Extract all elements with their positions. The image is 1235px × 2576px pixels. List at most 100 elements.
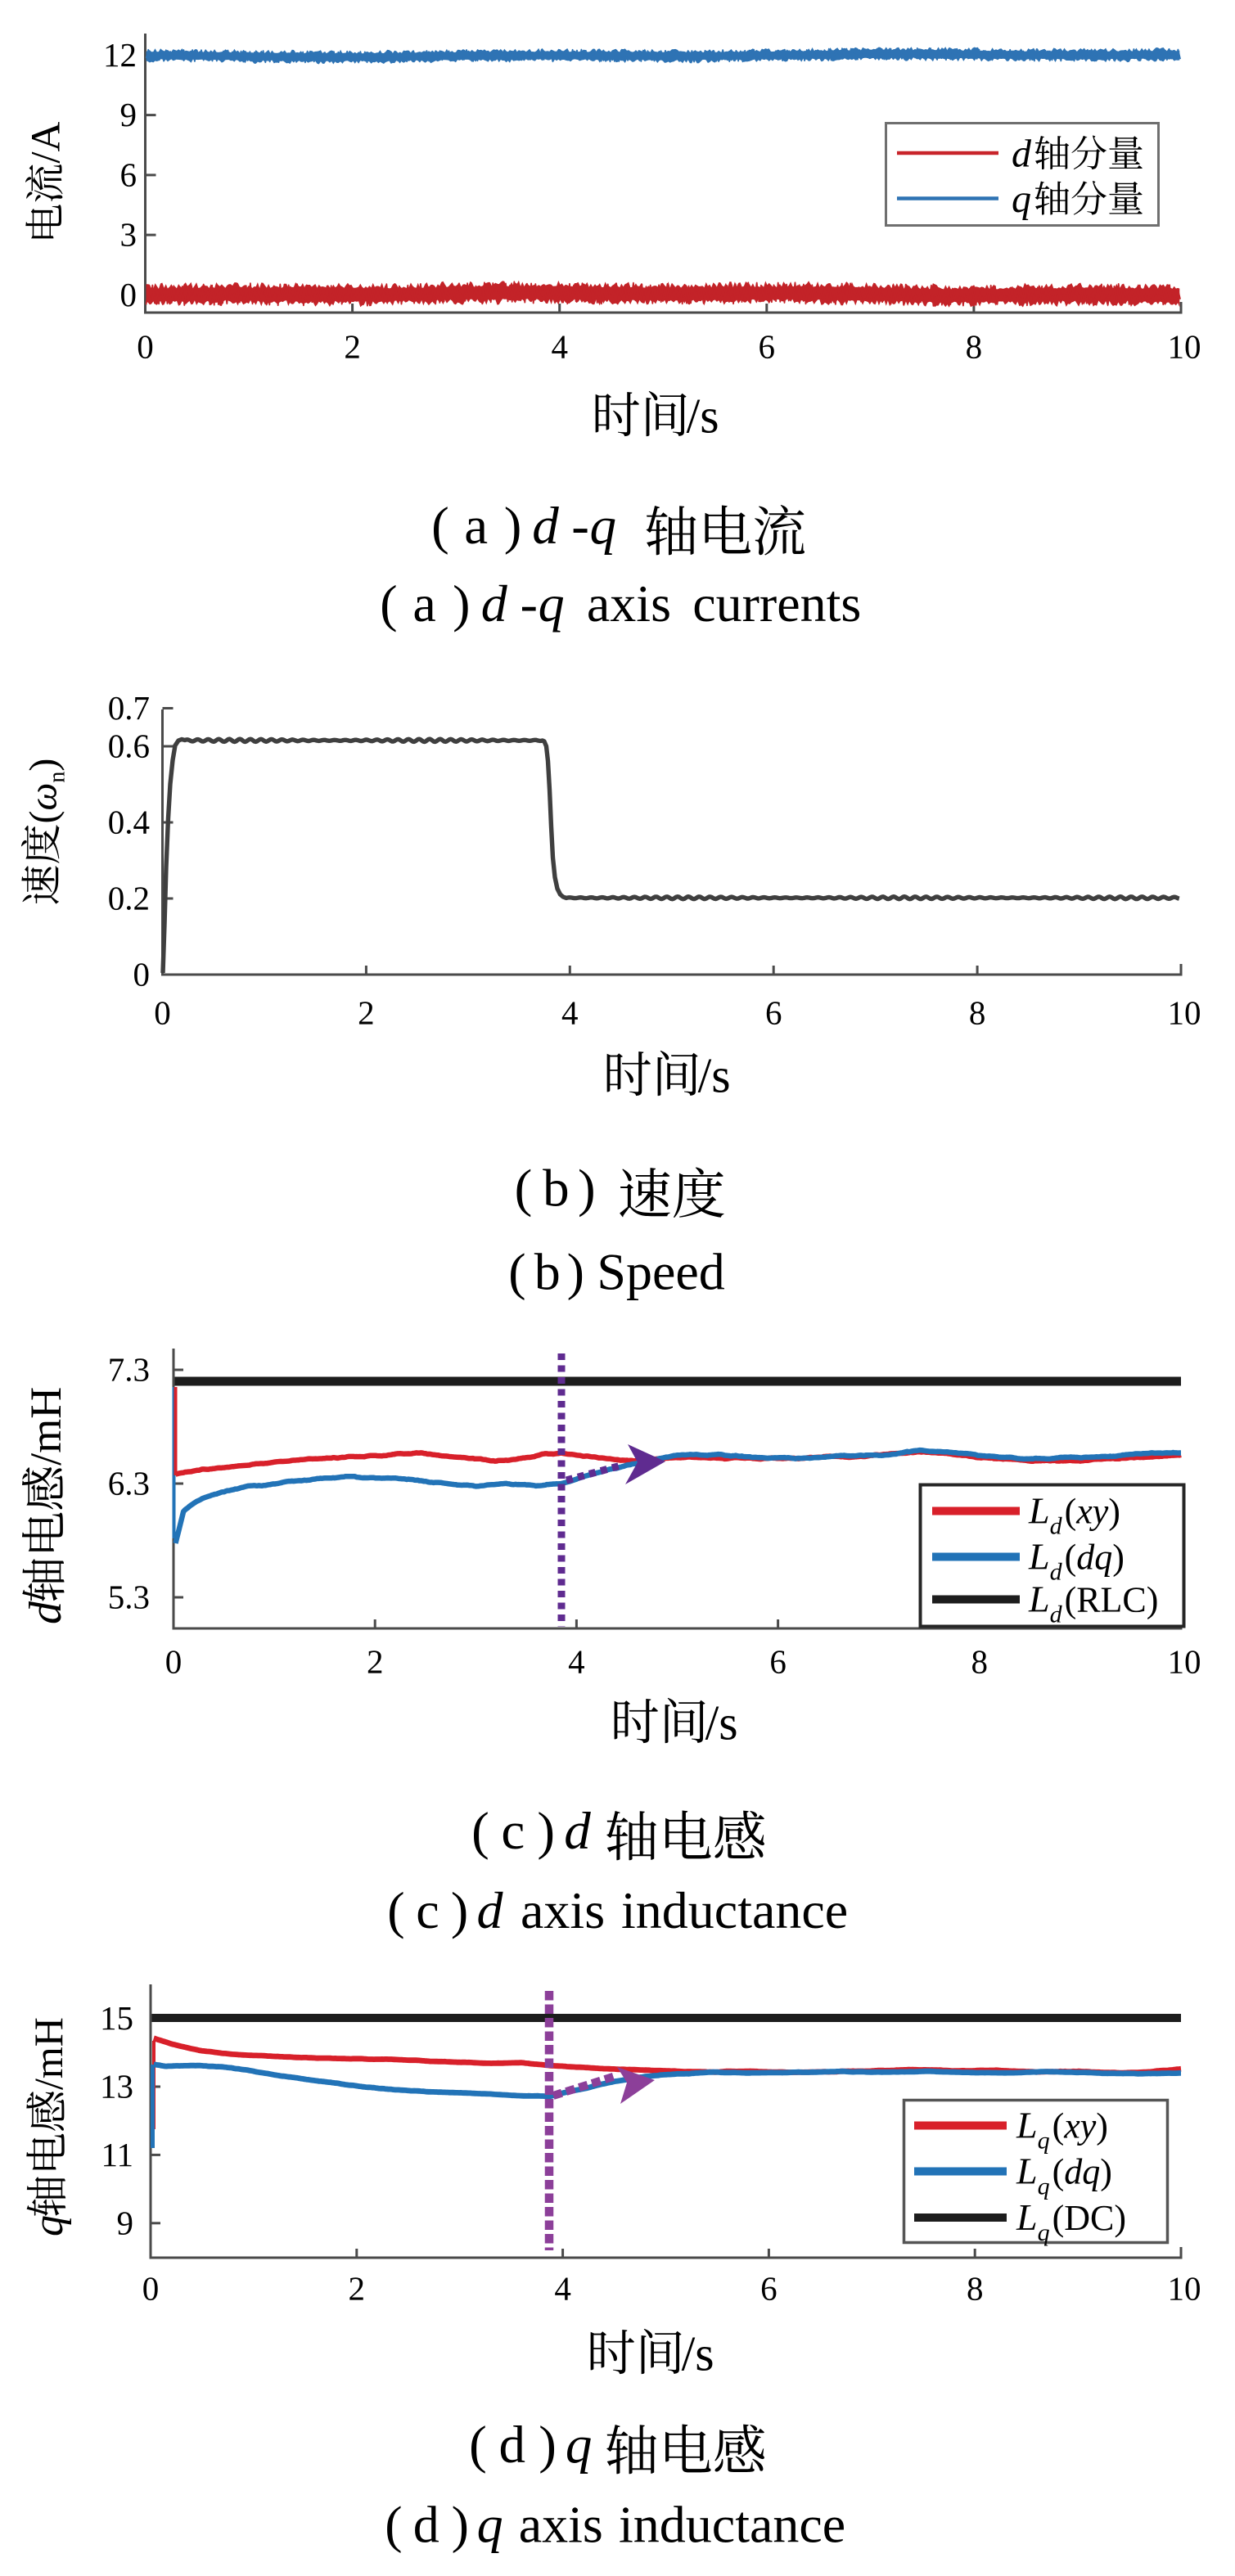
- svg-text:): ): [504, 497, 522, 556]
- svg-text:): ): [451, 1881, 468, 1939]
- svg-text:10: 10: [1168, 2270, 1201, 2308]
- svg-text:q: q: [477, 2496, 503, 2554]
- svg-text:8: 8: [971, 1643, 989, 1681]
- svg-text:/s: /s: [698, 1049, 731, 1103]
- svg-text:a: a: [464, 497, 488, 556]
- svg-text:q: q: [539, 574, 565, 633]
- svg-text:d: d: [499, 2416, 526, 2475]
- svg-text:0: 0: [154, 994, 171, 1032]
- svg-text:d: d: [564, 1802, 591, 1861]
- svg-text:/s: /s: [705, 1696, 738, 1750]
- svg-text:(: (: [1052, 2106, 1065, 2146]
- svg-text:8: 8: [967, 2270, 984, 2308]
- svg-text:/mH: /mH: [25, 2017, 71, 2090]
- svg-text:(: (: [515, 1160, 533, 1218]
- svg-text:): ): [452, 2496, 469, 2554]
- svg-text:/mH: /mH: [21, 1387, 70, 1466]
- svg-text:n: n: [45, 772, 70, 783]
- svg-text:axis: axis: [519, 2496, 603, 2554]
- svg-text:Speed: Speed: [597, 1243, 724, 1301]
- svg-text:(: (: [387, 1881, 404, 1939]
- svg-text:(: (: [1052, 2152, 1065, 2192]
- svg-text:2: 2: [367, 1643, 384, 1681]
- svg-text:): ): [1147, 1580, 1159, 1620]
- svg-text:4: 4: [551, 328, 568, 366]
- svg-text:d: d: [1050, 1513, 1063, 1540]
- svg-text:6: 6: [759, 328, 776, 366]
- svg-text:q: q: [590, 497, 617, 556]
- svg-text:(: (: [1065, 1538, 1077, 1578]
- svg-text:dq: dq: [1064, 2152, 1100, 2192]
- svg-text:xy: xy: [1075, 1492, 1109, 1532]
- svg-text:d: d: [532, 497, 559, 556]
- svg-text:): ): [1112, 1538, 1125, 1578]
- svg-text:q: q: [1038, 2128, 1050, 2155]
- svg-text:/s: /s: [682, 2327, 714, 2381]
- svg-text:12: 12: [103, 36, 137, 74]
- svg-text:-: -: [571, 497, 589, 556]
- svg-text:L: L: [1028, 1578, 1050, 1620]
- svg-text:0.4: 0.4: [108, 804, 150, 841]
- svg-text:): ): [539, 2416, 557, 2475]
- svg-text:d: d: [1050, 1559, 1063, 1586]
- svg-text:): ): [537, 1802, 555, 1861]
- svg-text:0.7: 0.7: [108, 689, 150, 727]
- svg-text:(: (: [1065, 1580, 1077, 1620]
- svg-text:DC: DC: [1064, 2198, 1114, 2238]
- svg-text:8: 8: [969, 994, 986, 1032]
- svg-text:b: b: [534, 1243, 561, 1301]
- svg-text:q: q: [566, 2416, 593, 2475]
- svg-text:): ): [453, 574, 470, 633]
- svg-text:4: 4: [561, 994, 579, 1032]
- svg-text:0: 0: [142, 2270, 160, 2308]
- svg-text:(: (: [471, 1802, 489, 1861]
- svg-text:6: 6: [769, 1643, 787, 1681]
- svg-text:L: L: [1016, 2196, 1038, 2238]
- svg-text:ω: ω: [22, 783, 65, 811]
- svg-text:0: 0: [133, 956, 151, 993]
- svg-text:): ): [1100, 2152, 1112, 2192]
- svg-text:-: -: [521, 574, 538, 633]
- svg-text:L: L: [1028, 1490, 1050, 1532]
- svg-text:L: L: [1028, 1536, 1050, 1578]
- svg-text:xy: xy: [1063, 2106, 1097, 2146]
- svg-text:d: d: [1050, 1601, 1063, 1628]
- svg-text:d: d: [1012, 133, 1032, 176]
- svg-text:(: (: [22, 811, 65, 824]
- svg-text:c: c: [501, 1802, 525, 1861]
- svg-text:7.3: 7.3: [108, 1351, 150, 1389]
- svg-text:): ): [567, 1243, 584, 1301]
- svg-text:6: 6: [765, 994, 782, 1032]
- svg-text:(: (: [1052, 2198, 1065, 2238]
- svg-text:dq: dq: [1076, 1538, 1112, 1578]
- svg-text:6: 6: [760, 2270, 778, 2308]
- svg-text:(: (: [380, 574, 397, 633]
- svg-text:15: 15: [100, 1999, 133, 2037]
- svg-text:d: d: [20, 1601, 71, 1624]
- svg-text:d: d: [481, 574, 508, 633]
- svg-text:q: q: [1038, 2219, 1050, 2246]
- svg-text:10: 10: [1168, 328, 1201, 366]
- svg-text:0.2: 0.2: [108, 880, 150, 917]
- svg-text:q: q: [25, 2215, 72, 2236]
- svg-text:b: b: [543, 1160, 570, 1218]
- svg-text:(: (: [431, 497, 449, 556]
- svg-text:/s: /s: [687, 390, 719, 444]
- svg-text:6.3: 6.3: [108, 1465, 150, 1502]
- svg-text:(: (: [508, 1243, 525, 1301]
- svg-text:(: (: [1065, 1492, 1077, 1532]
- svg-text:): ): [578, 1160, 596, 1218]
- svg-text:9: 9: [120, 96, 137, 133]
- svg-text:inductance: inductance: [621, 1881, 848, 1939]
- svg-text:10: 10: [1168, 1643, 1201, 1681]
- svg-text:0.6: 0.6: [108, 727, 150, 765]
- svg-text:/A: /A: [24, 121, 70, 163]
- svg-text:d: d: [477, 1881, 504, 1939]
- svg-text:): ): [1108, 1492, 1120, 1532]
- svg-text:13: 13: [100, 2068, 133, 2105]
- svg-text:9: 9: [117, 2204, 134, 2241]
- svg-text:8: 8: [966, 328, 983, 366]
- svg-text:q: q: [1038, 2173, 1050, 2200]
- svg-text:): ): [22, 759, 65, 772]
- svg-text:a: a: [412, 574, 435, 633]
